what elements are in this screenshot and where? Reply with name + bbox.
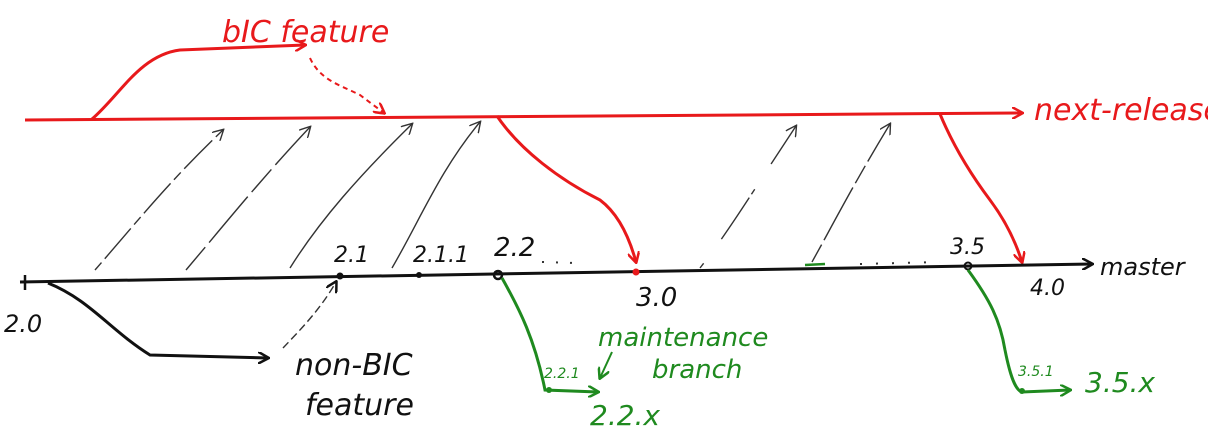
version-4-0: 4.0	[1030, 276, 1065, 301]
non-bic-feature-label-line2: feature	[305, 388, 414, 423]
maintenance-branch-2-2	[500, 277, 598, 392]
commit-3-0	[632, 268, 640, 276]
version-2-0: 2.0	[4, 310, 42, 338]
version-2-1-1: 2.1.1	[413, 243, 469, 268]
commit-2-1-1	[416, 272, 422, 278]
dots-before-3-5	[859, 261, 941, 265]
version-3-5-x: 3.5.x	[1085, 366, 1155, 399]
version-3-5: 3.5	[950, 235, 985, 260]
release-to-4-0-arrow	[938, 113, 1022, 262]
maintenance-label-line2: branch	[652, 355, 742, 385]
version-2-2: 2.2	[494, 233, 535, 263]
commit-2-2	[492, 269, 504, 281]
version-2-2-x: 2.2.x	[590, 399, 660, 432]
version-3-5-1: 3.5.1	[1018, 364, 1054, 380]
commit-3-5-1	[1019, 388, 1025, 394]
maintenance-branch-3-5	[966, 269, 1070, 392]
non-bic-feature-label-line1: non-BIC	[295, 348, 413, 383]
merge-forward-arrows	[94, 122, 890, 349]
commit-3-5	[963, 261, 973, 271]
non-bic-feature-branch	[47, 281, 268, 358]
version-2-2-1: 2.2.1	[544, 366, 580, 382]
version-3-0: 3.0	[636, 283, 677, 313]
commit-2-2-1	[546, 387, 552, 393]
next-release-line	[24, 113, 1022, 122]
release-to-3-0-arrow	[495, 115, 636, 262]
green-mark-before-3-5	[804, 262, 826, 267]
bic-feature-label: bIC feature	[222, 15, 389, 50]
master-label: master	[1100, 253, 1187, 281]
dots-after-2-2	[541, 261, 576, 264]
master-line	[19, 264, 1092, 284]
commit-2-1	[336, 272, 344, 280]
next-release-label: next-release	[1034, 93, 1208, 128]
maintenance-pointer-arrow	[600, 351, 613, 378]
bic-feature-merge-arrow	[309, 57, 384, 113]
maintenance-label-line1: maintenance	[598, 323, 768, 353]
version-2-1: 2.1	[334, 243, 369, 268]
bic-feature-branch	[91, 45, 305, 121]
